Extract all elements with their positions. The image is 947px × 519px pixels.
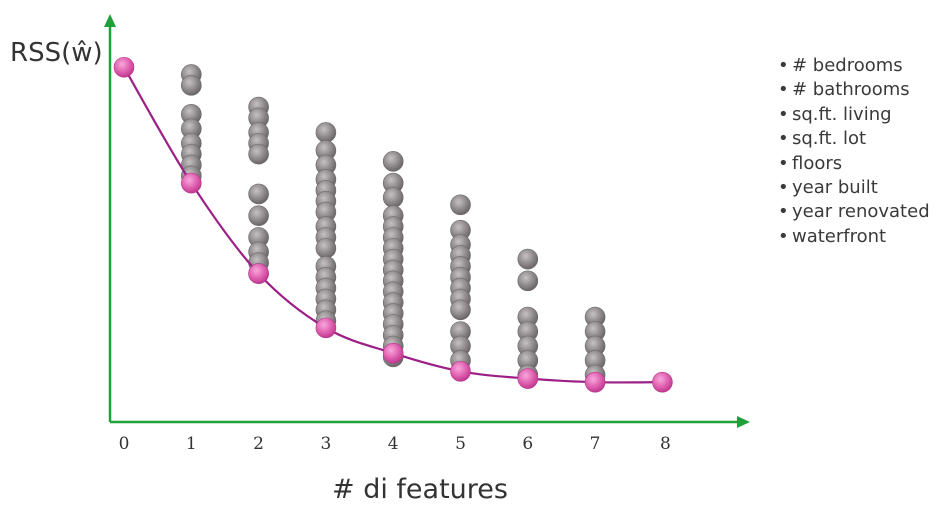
feature-list-item: • sq.ft. living	[778, 103, 930, 127]
feature-list-item: • year renovated	[778, 200, 930, 224]
x-tick-label: 1	[186, 434, 197, 454]
subset-point	[382, 187, 404, 208]
bullet-icon: •	[778, 103, 789, 125]
subset-point	[248, 205, 269, 226]
best-subset-point	[382, 342, 404, 364]
subset-point	[181, 75, 202, 96]
x-tick-label: 5	[455, 434, 466, 454]
feature-label: sq.ft. lot	[792, 128, 867, 150]
bullet-icon: •	[778, 128, 789, 150]
feature-label: year built	[792, 177, 878, 199]
bullet-icon: •	[778, 177, 789, 199]
subset-point	[382, 151, 404, 172]
feature-list-item: • # bathrooms	[778, 78, 930, 102]
feature-label: waterfront	[792, 225, 887, 247]
feature-label: floors	[792, 152, 843, 174]
bullet-icon: •	[778, 55, 789, 76]
best-subset-point	[450, 361, 471, 382]
subset-point	[450, 194, 471, 216]
bullet-icon: •	[778, 152, 789, 174]
feature-list-item: • waterfront	[778, 225, 930, 249]
feature-list: • # bedrooms • # bathrooms • sq.ft. living …	[778, 54, 930, 249]
feature-label: year renovated	[792, 201, 930, 223]
subset-point	[248, 183, 269, 205]
bullet-icon: •	[778, 79, 789, 101]
best-subset-point	[584, 371, 606, 393]
feature-label: sq.ft. living	[792, 103, 892, 125]
subset-point	[517, 248, 539, 270]
feature-list-item: • # bedrooms	[778, 54, 930, 78]
best-subset-point	[113, 56, 135, 78]
x-tick-label: 3	[320, 434, 331, 454]
subset-point	[450, 299, 471, 321]
best-subset-point	[315, 317, 337, 339]
x-tick-label: 6	[522, 434, 533, 454]
feature-label: # bathrooms	[792, 79, 910, 101]
x-tick-label: 0	[119, 434, 130, 454]
x-tick-label: 2	[253, 434, 264, 454]
bullet-icon: •	[778, 225, 789, 247]
all-subsets-points	[181, 64, 606, 386]
best-subset-point	[181, 172, 202, 194]
best-subset-point	[517, 368, 539, 389]
feature-list-item: • sq.ft. lot	[778, 127, 930, 151]
subset-point	[315, 237, 337, 259]
axes	[104, 14, 750, 428]
x-tick-label: 7	[590, 434, 601, 454]
feature-label: # bedrooms	[792, 55, 903, 76]
subset-point	[517, 270, 539, 292]
y-axis-label: RSS(ŵ)	[10, 38, 103, 68]
x-tick-label: 8	[660, 434, 671, 454]
x-axis-label: # di features	[332, 474, 508, 505]
bullet-icon: •	[778, 201, 789, 223]
x-tick-labels: 0 1 2 3 4 5 6 7 8	[119, 434, 671, 454]
best-subset-point	[652, 371, 673, 393]
x-axis-arrow-icon	[737, 416, 750, 428]
subset-point	[248, 143, 269, 165]
feature-list-item: • year built	[778, 176, 930, 200]
x-tick-label: 4	[388, 434, 399, 454]
feature-list-item: • floors	[778, 152, 930, 176]
y-axis-arrow-icon	[104, 14, 116, 27]
best-subset-points	[113, 56, 673, 393]
subset-point	[315, 122, 337, 143]
best-subset-point	[248, 263, 269, 284]
